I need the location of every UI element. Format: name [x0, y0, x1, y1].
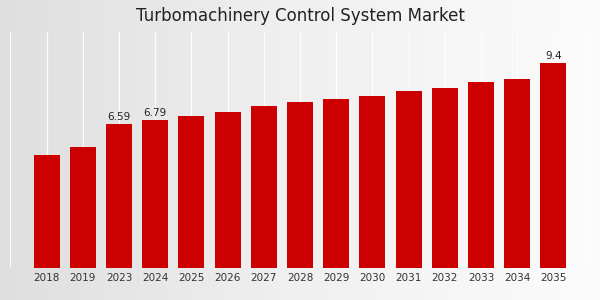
Text: 9.4: 9.4: [545, 50, 562, 61]
Bar: [432, 88, 458, 268]
Bar: [178, 116, 205, 268]
Bar: [323, 99, 349, 268]
Bar: [468, 82, 494, 268]
Bar: [70, 147, 96, 268]
Bar: [504, 79, 530, 268]
Bar: [106, 124, 132, 268]
Text: 6.59: 6.59: [107, 112, 131, 122]
Title: Turbomachinery Control System Market: Turbomachinery Control System Market: [136, 7, 464, 25]
Text: 6.79: 6.79: [143, 108, 167, 118]
Bar: [359, 95, 385, 268]
Bar: [541, 63, 566, 268]
Bar: [215, 112, 241, 268]
Bar: [395, 91, 422, 268]
Bar: [34, 154, 59, 268]
Bar: [287, 102, 313, 268]
Bar: [251, 106, 277, 268]
Bar: [142, 120, 168, 268]
